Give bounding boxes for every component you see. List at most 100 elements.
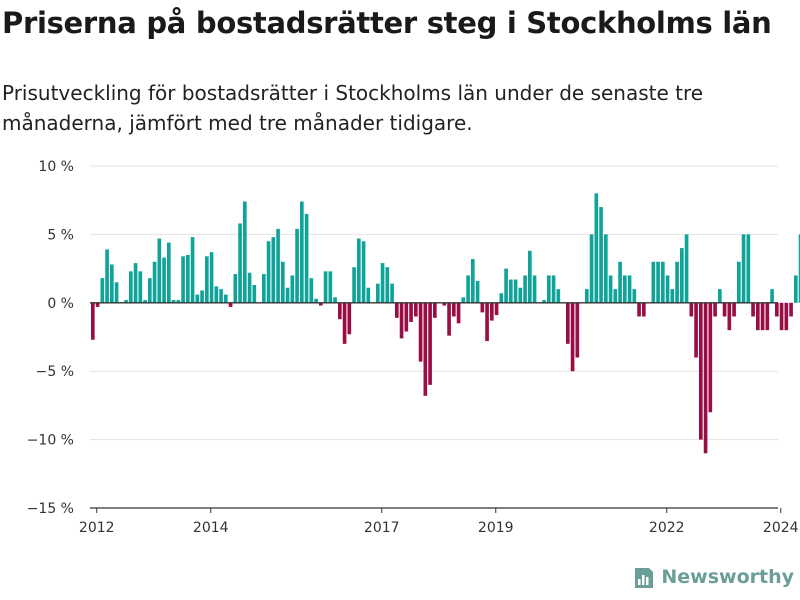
bar	[361, 241, 366, 303]
bar	[338, 302, 342, 320]
bar	[195, 294, 200, 303]
bar	[376, 283, 380, 303]
bar	[209, 252, 214, 303]
bar	[357, 238, 361, 303]
bar	[699, 302, 703, 440]
bar	[794, 275, 798, 303]
newsworthy-logo: Newsworthy	[633, 564, 794, 590]
bar	[390, 283, 394, 303]
bar	[784, 302, 789, 331]
bar	[219, 289, 223, 303]
bar	[105, 249, 109, 303]
bar	[190, 237, 195, 303]
x-tick-label: 2024	[763, 520, 799, 536]
bar	[200, 290, 204, 303]
bar	[466, 275, 470, 303]
bar	[556, 289, 561, 303]
axes: 10 % 5 % 0 % −5 % −10 % −15 % 2012 2014 2017 2019…	[27, 159, 799, 536]
bar	[594, 193, 599, 303]
y-tick-label: 0 %	[47, 296, 74, 312]
bar	[205, 256, 209, 303]
bar	[604, 234, 608, 303]
bar	[143, 300, 147, 303]
bar	[703, 302, 708, 454]
bar	[347, 302, 352, 335]
bar	[542, 300, 546, 303]
bar	[300, 201, 304, 303]
bar	[566, 302, 570, 344]
bar	[494, 302, 499, 316]
bar	[276, 228, 280, 303]
bar	[423, 302, 428, 396]
brand-name: Newsworthy	[661, 566, 794, 588]
bar	[608, 275, 613, 303]
bar	[133, 263, 138, 303]
bar	[713, 302, 717, 317]
bar	[157, 238, 162, 303]
bar	[675, 261, 679, 303]
bar	[737, 261, 741, 303]
bar	[732, 302, 736, 317]
bar	[447, 302, 451, 336]
bar	[414, 302, 418, 317]
bar	[746, 234, 751, 303]
bar	[281, 261, 285, 303]
bar	[789, 302, 793, 317]
bar	[328, 271, 333, 303]
bar	[114, 282, 119, 303]
x-tick-label: 2014	[193, 520, 229, 536]
bar	[756, 302, 760, 331]
bar	[95, 302, 100, 307]
bar	[428, 302, 432, 385]
bar	[504, 268, 508, 303]
bar	[252, 285, 257, 303]
bar	[575, 302, 580, 358]
y-tick-label: −5 %	[36, 364, 74, 380]
bar	[124, 300, 128, 303]
bar	[670, 289, 675, 303]
bar	[385, 267, 390, 303]
chart-subtitle: Prisutveckling för bostadsrätter i Stock…	[2, 81, 704, 135]
bar	[499, 293, 504, 303]
bar	[513, 279, 518, 303]
bar	[779, 302, 784, 331]
bar	[689, 302, 694, 317]
bar	[599, 207, 603, 303]
bar	[186, 254, 190, 303]
bar	[680, 248, 684, 303]
bar	[651, 261, 656, 303]
bar	[656, 261, 660, 303]
x-tick-label: 2012	[79, 520, 115, 536]
bar	[342, 302, 347, 344]
bar	[480, 302, 485, 313]
bar	[395, 302, 399, 318]
bar	[233, 274, 238, 303]
bar	[741, 234, 746, 303]
bar	[314, 298, 318, 303]
bar	[570, 302, 575, 372]
logo-icon	[635, 568, 654, 588]
bar	[475, 280, 480, 303]
y-tick-label: 5 %	[47, 227, 74, 243]
bar	[485, 302, 489, 342]
bar	[642, 302, 646, 317]
bar	[551, 275, 556, 303]
bar	[775, 302, 779, 317]
bar	[770, 289, 774, 303]
bar	[722, 302, 727, 317]
bar	[176, 300, 181, 303]
bar	[409, 302, 413, 322]
bar	[632, 289, 637, 303]
bar	[589, 234, 594, 303]
bar	[618, 261, 622, 303]
bar	[333, 297, 337, 303]
bar	[323, 271, 328, 303]
bar	[399, 302, 404, 339]
bar	[224, 294, 228, 303]
bar	[110, 264, 114, 303]
bar	[380, 263, 385, 303]
bar	[518, 287, 523, 303]
bar	[214, 286, 219, 303]
bar	[661, 261, 665, 303]
